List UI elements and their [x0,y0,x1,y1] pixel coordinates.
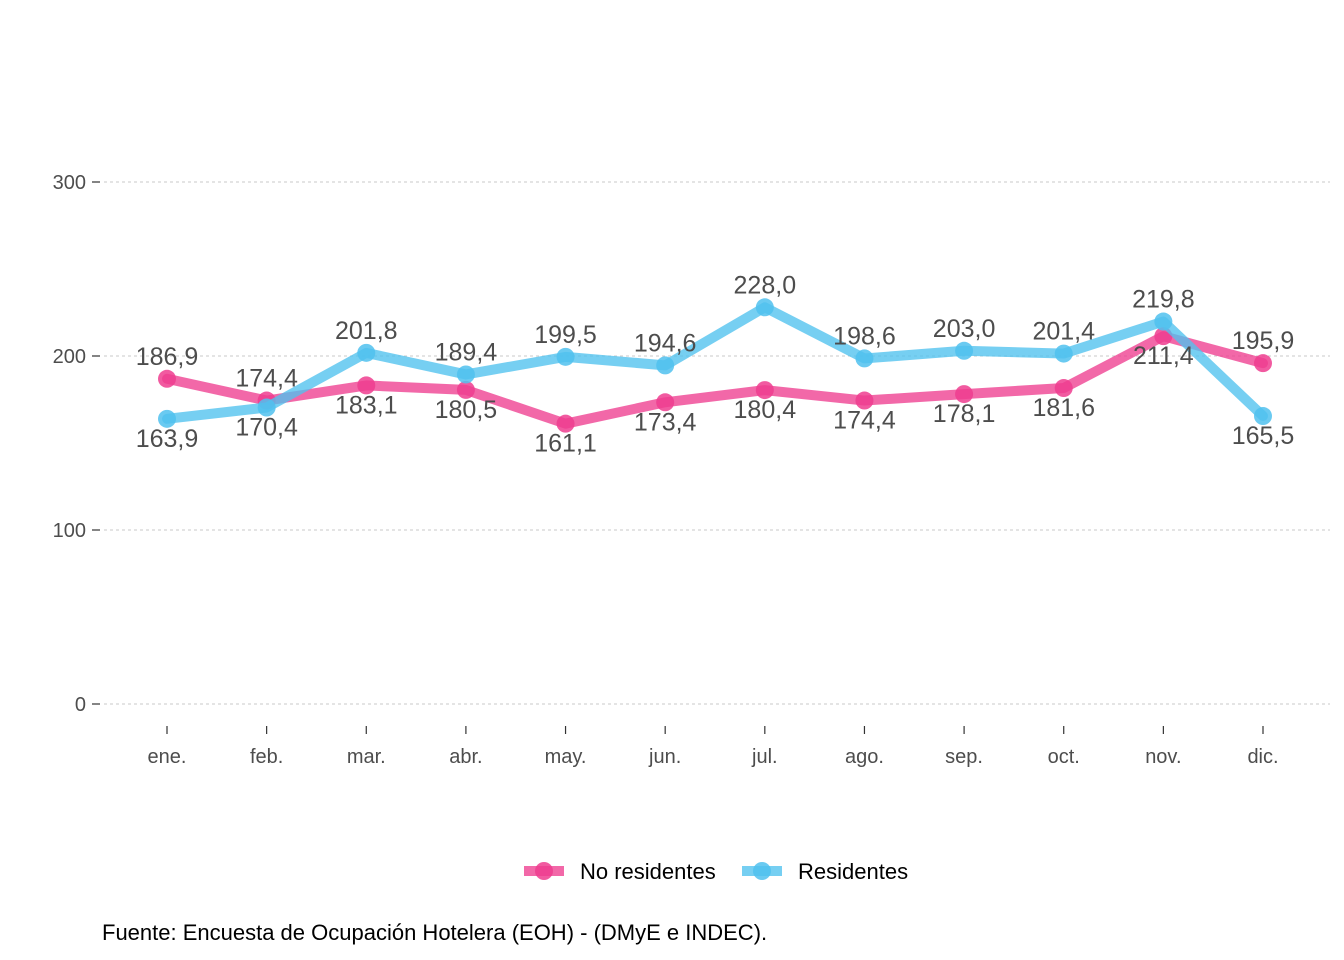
data-point-no-residentes [456,380,475,399]
data-label: 198,6 [833,322,896,350]
data-point-residentes [1254,407,1272,426]
x-tick-label: feb. [250,746,283,768]
data-point-no-residentes [656,393,675,412]
data-point-no-residentes [955,385,974,404]
data-label: 178,1 [933,400,996,428]
data-point-residentes [158,409,176,428]
data-label: 211,4 [1133,342,1194,370]
data-point-residentes [1154,312,1173,331]
data-point-no-residentes [755,381,774,400]
data-label: 228,0 [734,271,797,299]
legend-label-no-residentes: No residentes [580,859,716,884]
y-tick-label: 100 [53,520,86,542]
data-label: 219,8 [1132,286,1195,314]
data-label: 180,4 [734,396,797,424]
data-point-residentes [357,343,376,362]
data-label: 189,4 [435,338,498,366]
data-point-residentes [755,298,774,317]
data-label: 170,4 [235,414,298,442]
gridlines [104,181,1330,705]
series-line-no-residentes [162,331,1268,429]
x-tick-label: may. [545,746,587,768]
data-label: 199,5 [534,321,597,349]
y-tick-label: 300 [53,172,86,194]
data-label: 180,5 [435,396,498,424]
data-point-residentes [257,398,276,417]
data-point-residentes [656,356,675,375]
data-point-no-residentes [1254,354,1272,373]
data-point-no-residentes [357,376,376,395]
legend-key-point-no-residentes [535,862,553,880]
y-tick-label: 200 [53,346,86,368]
data-point-no-residentes [158,369,176,388]
series-lines [158,298,1272,433]
data-point-residentes [855,349,874,368]
x-tick-label: jul. [751,746,778,768]
data-label: 174,4 [235,365,298,393]
data-label: 173,4 [634,408,697,436]
data-point-residentes [1054,344,1073,363]
data-label: 186,9 [136,343,199,371]
data-label: 203,0 [933,315,996,343]
data-label: 183,1 [335,391,398,419]
data-label: 201,8 [335,317,398,345]
source-note: Fuente: Encuesta de Ocupación Hotelera (… [102,920,768,945]
data-point-residentes [456,365,475,384]
x-tick-label: ago. [845,746,884,768]
data-label: 161,1 [534,430,597,458]
x-tick-label: abr. [449,746,482,768]
data-point-residentes [556,347,575,366]
data-label: 194,6 [634,329,697,357]
y-axis: 0 100 200 300 [53,172,100,716]
x-tick-label: nov. [1145,746,1181,768]
legend: No residentes Residentes [524,859,908,884]
x-tick-label: mar. [347,746,386,768]
data-label: 201,4 [1032,318,1095,346]
data-label: 163,9 [136,425,199,453]
y-tick-label: 0 [75,694,86,716]
x-tick-label: sep. [945,746,983,768]
data-label: 174,4 [833,407,896,435]
data-label: 181,6 [1032,394,1095,422]
x-tick-label: jun. [648,746,681,768]
data-label: 195,9 [1232,327,1295,355]
legend-label-residentes: Residentes [798,859,908,884]
data-label: 165,5 [1232,422,1295,450]
data-point-residentes [955,341,974,360]
data-point-no-residentes [556,414,575,433]
data-point-no-residentes [1054,379,1073,398]
data-point-no-residentes [855,391,874,410]
legend-key-point-residentes [753,862,771,880]
x-tick-label: oct. [1048,746,1080,768]
x-tick-label: ene. [148,746,187,768]
series-line-residentes [162,302,1268,424]
data-labels: 186,9 163,9 174,4 170,4 183,1 201,8 180,5 189,4… [136,271,1295,457]
x-axis: ene. feb. mar. abr. may. jun. jul. ago. sep. oct.… [148,726,1279,768]
x-tick-label: dic. [1247,746,1278,768]
